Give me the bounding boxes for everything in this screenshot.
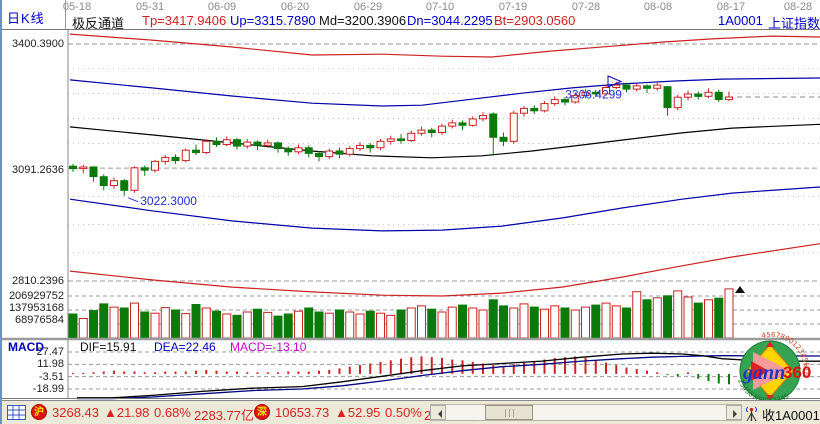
macd-layer (72, 352, 820, 400)
indicator-md: Md=3200.3906 (319, 13, 407, 28)
horizontal-scrollbar[interactable] (430, 404, 742, 421)
volume-layer (68, 288, 734, 339)
volume-end-marker-icon (735, 286, 745, 293)
svg-text:3306.4299: 3306.4299 (565, 88, 622, 102)
scroll-left-button[interactable] (430, 405, 446, 420)
shanghai-market-icon[interactable]: 沪 (31, 404, 47, 420)
indicator-tp: Tp=3417.9406 (142, 13, 227, 28)
macd-dif-value: DIF=15.91 (80, 340, 137, 354)
header-separator (2, 29, 820, 30)
macd-macd-value: MACD=-13.10 (230, 340, 307, 354)
x-axis-date: 05-18 (62, 1, 92, 13)
macd-dea-value: DEA=22.46 (154, 340, 216, 354)
shenzhen-index-pct: 0.50% (385, 405, 422, 420)
indicator-name: 极反通道 (72, 16, 125, 31)
x-axis-date: 08-08 (643, 1, 673, 13)
x-axis-date: 08-28 (783, 1, 813, 13)
x-axis-date: 08-17 (716, 1, 746, 13)
price-axis-label: 3400.3900 (12, 38, 64, 50)
shenzhen-market-icon[interactable]: 深 (254, 404, 270, 420)
channel-lines-layer (69, 33, 820, 297)
x-axis-date: 07-10 (425, 1, 455, 13)
svg-text:gann: gann (742, 362, 785, 384)
macd-axis-label: 27.47 (36, 346, 64, 358)
market-grid-icon[interactable] (7, 405, 26, 420)
signal-antenna-icon[interactable] (744, 404, 759, 421)
volume-axis-label: 137953168 (8, 302, 64, 314)
shanghai-index-change: ▲21.98 (104, 405, 150, 420)
candlestick-layer (69, 81, 733, 196)
frame-layer (2, 30, 820, 399)
header-vertical-separator (65, 0, 66, 29)
gann360-logo: 45678901234567823456789012345gann360 (736, 331, 811, 405)
x-axis-date: 06-29 (353, 1, 383, 13)
svg-text:3022.3000: 3022.3000 (140, 194, 197, 208)
symbol-code[interactable]: 1A0001 (718, 13, 763, 28)
x-axis-date: 07-28 (571, 1, 601, 13)
macd-axis-label: 11.98 (37, 358, 64, 370)
scroll-right-button[interactable] (726, 405, 742, 420)
svg-text:360: 360 (783, 363, 811, 382)
period-label[interactable]: 日K线 (7, 11, 45, 26)
feed-status-label[interactable]: 收1A0001分笔 (762, 408, 820, 423)
volume-axis-label: 206929752 (8, 290, 64, 302)
chart-header: 日K线 05-18 05-31 06-09 06-20 06-29 07-10 … (2, 0, 820, 31)
shanghai-index-pct: 0.68% (154, 405, 191, 420)
volume-axis-label: 68976584 (15, 314, 64, 326)
scrollbar-thumb[interactable] (485, 405, 533, 420)
x-axis-date: 06-20 (280, 1, 310, 13)
shenzhen-index-value: 10653.73 (275, 405, 330, 420)
price-axis-label: 3091.2636 (12, 164, 64, 176)
price-axis-label: 2810.2396 (12, 275, 64, 287)
symbol-name[interactable]: 上证指数 (768, 16, 820, 31)
macd-axis-label: -3.51 (38, 371, 64, 383)
indicator-up: Up=3315.7890 (230, 13, 316, 28)
shanghai-index-value: 3268.43 (52, 405, 99, 420)
annotation-layer: 3022.3000 3306.4299 (128, 75, 745, 293)
shanghai-turnover: 2283.77亿 (194, 408, 254, 423)
macd-panel-title[interactable]: MACD (8, 340, 44, 354)
indicator-bt: Bt=2903.0560 (494, 13, 576, 28)
x-axis-date: 07-19 (498, 1, 528, 13)
x-axis-date: 05-31 (135, 1, 165, 13)
macd-axis-label: -18.99 (32, 383, 64, 395)
x-axis-date: 06-09 (207, 1, 237, 13)
flag-marker-icon (607, 75, 623, 88)
shenzhen-index-change: ▲52.95 (335, 405, 381, 420)
indicator-dn: Dn=3044.2295 (407, 13, 493, 28)
status-bar: 沪 3268.43 ▲21.98 0.68% 2283.77亿 深 10653.… (2, 400, 820, 424)
